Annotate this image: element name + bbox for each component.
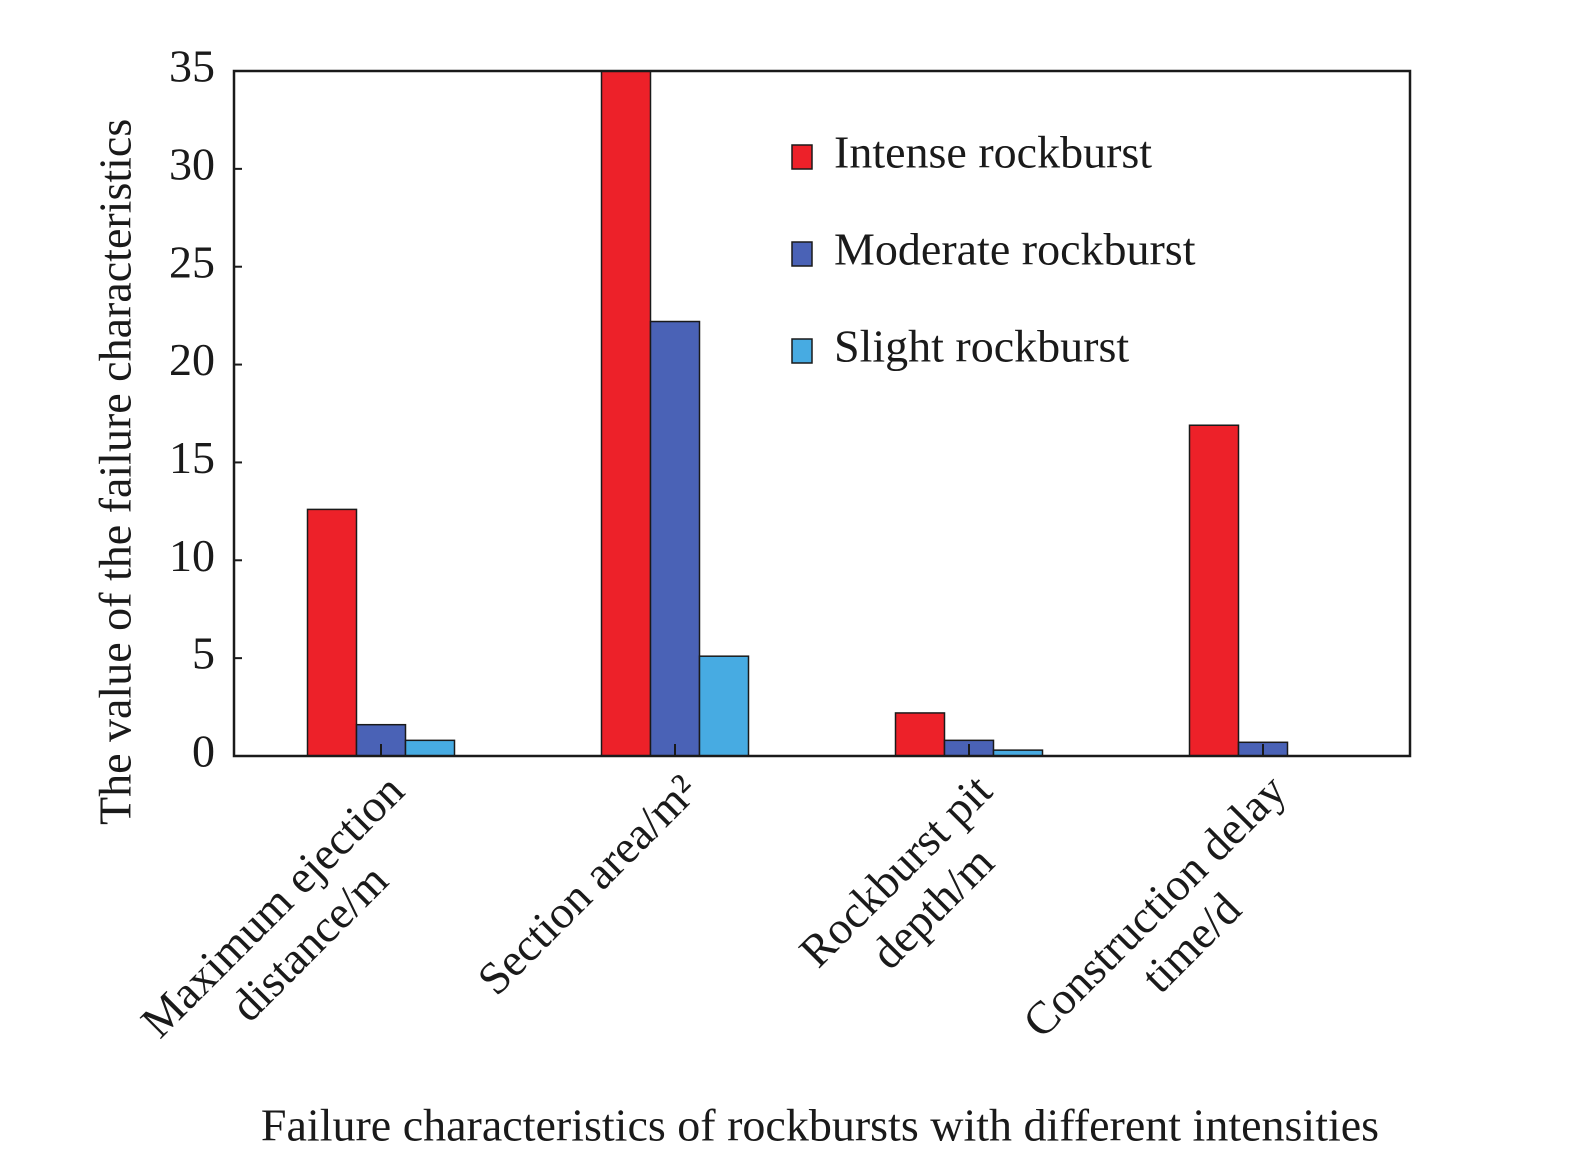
x-tick-label: Section area/m² — [468, 764, 708, 1004]
y-tick-label: 35 — [169, 41, 215, 92]
x-tick-label-group: Section area/m² — [468, 764, 708, 1004]
y-tick-label: 25 — [169, 236, 215, 287]
bar — [649, 320, 701, 757]
bar — [894, 712, 946, 757]
y-axis-label: The value of the failure characteristics — [90, 119, 141, 825]
legend-label: Intense rockburst — [834, 127, 1152, 178]
y-tick-label: 15 — [169, 432, 215, 483]
y-tick-label: 20 — [169, 334, 215, 385]
y-tick-label: 0 — [192, 726, 215, 777]
legend-swatch — [791, 144, 813, 170]
bar — [1188, 424, 1240, 757]
x-tick-label: Construction delay — [1013, 764, 1296, 1047]
legend-label: Moderate rockburst — [834, 224, 1196, 275]
bar — [306, 508, 358, 757]
x-axis-label: Failure characteristics of rockbursts wi… — [261, 1100, 1379, 1151]
legend-label: Slight rockburst — [834, 321, 1129, 372]
y-tick-label: 5 — [192, 628, 215, 679]
plot-frame — [232, 69, 1412, 758]
legend-swatch — [791, 241, 813, 267]
bar — [404, 739, 456, 757]
y-tick-label: 10 — [169, 530, 215, 581]
bar — [600, 70, 652, 757]
y-tick-label: 30 — [169, 138, 215, 189]
legend-swatch — [791, 338, 813, 364]
bar — [698, 655, 750, 757]
